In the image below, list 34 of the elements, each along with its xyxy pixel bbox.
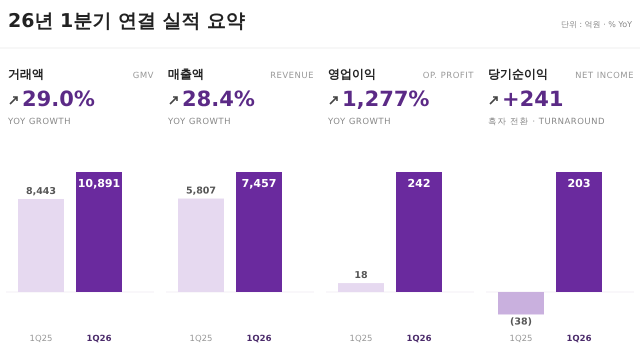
text: YOY GROWTH bbox=[167, 117, 232, 127]
chart-subtitle: OP. PROFIT bbox=[422, 71, 474, 81]
data-label: 203 bbox=[568, 177, 590, 190]
chart-title: 거래액 bbox=[8, 67, 44, 81]
data-label: 10,891 bbox=[78, 177, 120, 190]
chart-title: 영업이익 bbox=[328, 67, 376, 81]
x-tick-label: 1Q25 bbox=[30, 334, 52, 344]
text: YOY GROWTH bbox=[327, 117, 392, 127]
x-tick-label: 1Q26 bbox=[406, 334, 432, 344]
text: +241 bbox=[502, 87, 564, 111]
data-label: 5,807 bbox=[186, 186, 216, 197]
data-label: 8,443 bbox=[26, 186, 56, 197]
x-tick-label: 1Q25 bbox=[350, 334, 372, 344]
x-tick-label: 1Q25 bbox=[510, 334, 532, 344]
text: 흑자 전환 · TURNAROUND bbox=[488, 117, 606, 127]
text: 1,277% bbox=[342, 87, 430, 111]
chart-subtitle: NET INCOME bbox=[575, 71, 634, 81]
chart-subtitle: GMV bbox=[132, 71, 154, 81]
text: YOY GROWTH bbox=[7, 117, 72, 127]
chart-title: 매출액 bbox=[168, 67, 204, 81]
text: 29.0% bbox=[22, 87, 95, 111]
chart-title: 당기순이익 bbox=[488, 67, 548, 81]
x-tick-label: 1Q26 bbox=[246, 334, 272, 344]
text: 28.4% bbox=[182, 87, 255, 111]
data-label: 242 bbox=[408, 177, 430, 190]
data-label: (38) bbox=[510, 316, 532, 328]
text: 단위 : 억원 · % YoY bbox=[560, 20, 632, 29]
x-tick-label: 1Q25 bbox=[190, 334, 212, 344]
x-tick-label: 1Q26 bbox=[566, 334, 592, 344]
data-label: 7,457 bbox=[242, 177, 276, 190]
text: 26년 1분기 연결 실적 요약 bbox=[8, 10, 246, 32]
chart-subtitle: REVENUE bbox=[270, 71, 314, 81]
x-tick-label: 1Q26 bbox=[86, 334, 112, 344]
data-label: 18 bbox=[354, 270, 368, 282]
